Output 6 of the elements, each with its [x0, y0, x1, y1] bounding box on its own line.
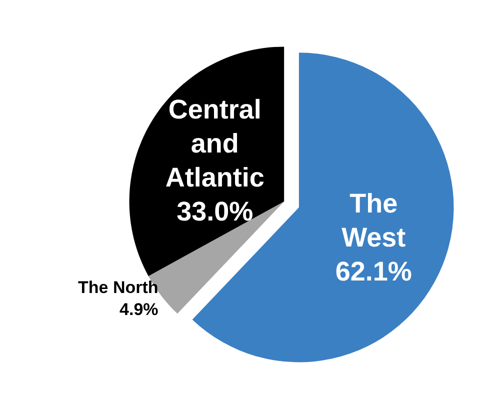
data-label: 62.1% [335, 256, 412, 286]
data-label: 33.0% [176, 196, 254, 227]
slice-label: The West [342, 188, 406, 252]
data-label: 4.9% [120, 300, 158, 319]
slice-label: Central and Atlantic [165, 94, 264, 193]
slice-label: The North [78, 278, 158, 297]
